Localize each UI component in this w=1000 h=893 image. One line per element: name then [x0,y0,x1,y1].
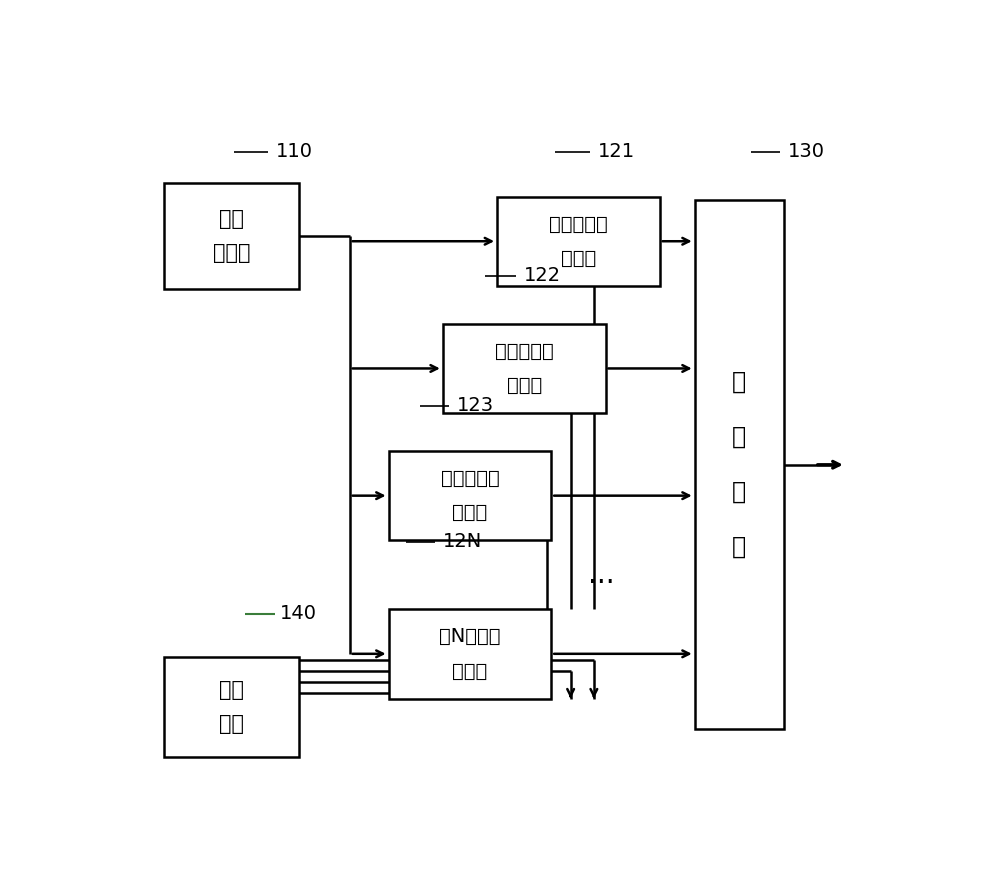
Text: 第二频率合: 第二频率合 [495,342,554,361]
Text: 开: 开 [732,425,746,449]
Bar [164,657,299,757]
Text: 成电路: 成电路 [561,249,596,268]
Text: 123: 123 [457,396,494,415]
Text: 基准: 基准 [219,209,244,229]
Text: 控制: 控制 [219,680,244,700]
Bar [388,609,551,698]
Text: 多: 多 [732,535,746,559]
Text: 关: 关 [732,371,746,394]
Text: 12N: 12N [443,532,482,551]
Text: 第三频率合: 第三频率合 [440,469,499,488]
Bar [497,196,660,286]
Text: 110: 110 [276,142,313,162]
Bar [695,200,784,730]
Text: 130: 130 [788,142,825,162]
Text: 122: 122 [524,266,561,285]
Text: 140: 140 [280,605,317,623]
Text: 第一频率合: 第一频率合 [549,214,608,234]
Text: ...: ... [588,561,615,588]
Bar [388,451,551,540]
Text: 成电路: 成电路 [452,662,488,680]
Text: 成电路: 成电路 [507,376,542,395]
Text: 第N频率合: 第N频率合 [439,627,501,647]
Bar [443,324,606,413]
Bar [164,183,299,289]
Text: 121: 121 [598,142,635,162]
Text: 成电路: 成电路 [452,504,488,522]
Text: 频率源: 频率源 [213,243,250,263]
Text: 级: 级 [732,480,746,505]
Text: 电路: 电路 [219,714,244,734]
